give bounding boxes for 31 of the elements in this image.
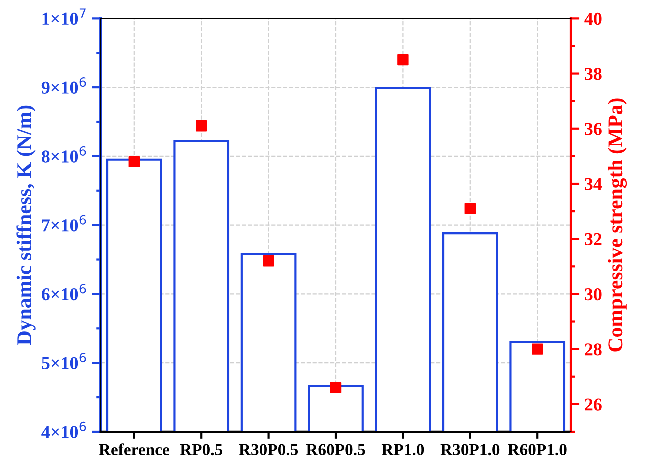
y-tick-label: 1×10$^{7}$ [42, 8, 86, 26]
x-tick-label: R30P1.0 [440, 444, 500, 456]
y2-tick-label: 32 [585, 233, 602, 246]
point [398, 54, 409, 66]
point [196, 120, 208, 132]
y-tick-label: 6×10$^{6}$ [42, 284, 86, 301]
y2-tick-label: 34 [585, 178, 602, 190]
y-tick-label: 7×10$^{6}$ [42, 215, 86, 232]
y-tick-label: 8×10$^{6}$ [42, 146, 86, 163]
point [330, 382, 342, 394]
y2-tick-label: 26 [585, 398, 602, 411]
x-tick-label: RP1.0 [382, 444, 424, 456]
y-axis-title: Dynamic stiffness, K (N/m) [16, 106, 36, 346]
y2-tick-label: 30 [585, 288, 602, 301]
x-tick-label: Reference [99, 444, 170, 456]
x-tick-label: R30P0.5 [239, 444, 298, 456]
point [464, 203, 476, 214]
y-tick-label: 4×10$^{6}$ [42, 422, 86, 438]
y2-axis-title: Compressive strength (MPa) [608, 98, 628, 352]
point [128, 156, 140, 168]
y2-tick-label: 28 [585, 344, 602, 356]
y2-tick-label: 38 [585, 68, 602, 80]
x-tick-label: RP0.5 [180, 444, 223, 456]
y2-tick-label: 36 [585, 123, 602, 136]
x-tick-label: R60P1.0 [508, 444, 567, 456]
x-tick-label: R60P0.5 [306, 444, 366, 456]
point [532, 344, 544, 355]
y-tick-label: 5×10$^{6}$ [42, 353, 86, 370]
y-tick-label: 9×10$^{6}$ [42, 78, 86, 94]
y2-tick-label: 40 [584, 12, 602, 26]
point [263, 256, 274, 267]
